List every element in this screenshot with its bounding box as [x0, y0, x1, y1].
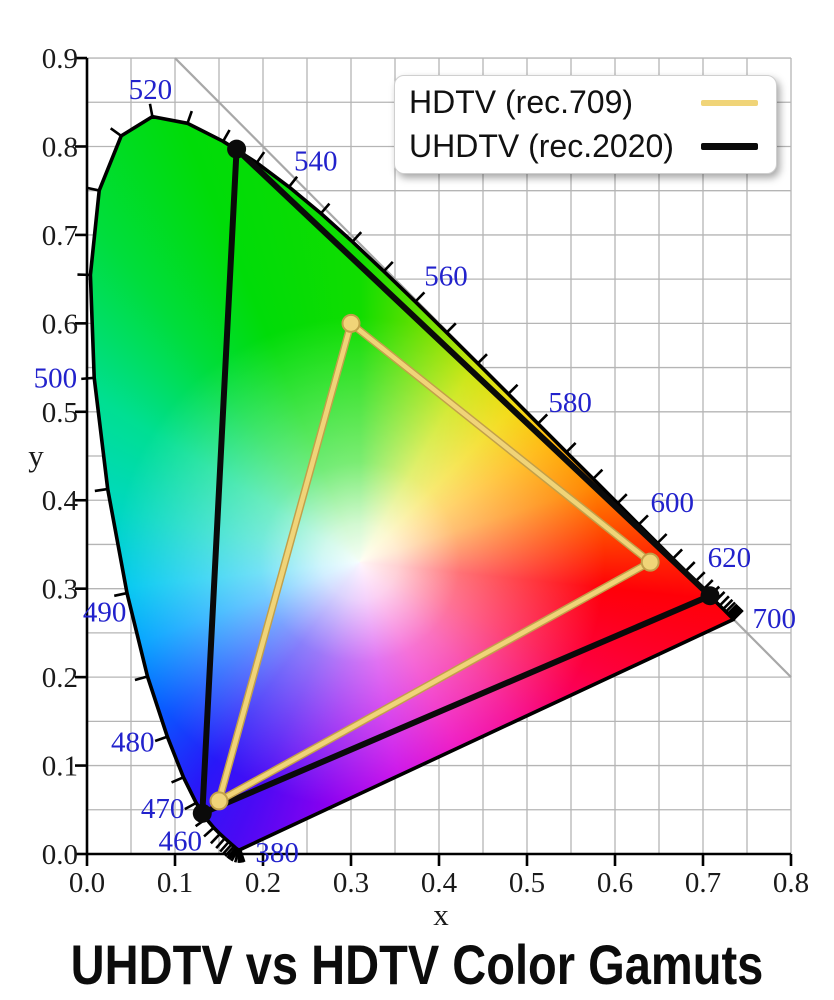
- uhdtv-line-swatch: [701, 142, 758, 150]
- locus-tick-700: [733, 609, 744, 620]
- locus-tick-575: [508, 383, 519, 395]
- y-tick-label-0.3: 0.3: [42, 574, 78, 606]
- locus-tick-625: [703, 579, 714, 590]
- y-tick-label-0.8: 0.8: [42, 131, 78, 163]
- locus-tick-440: [222, 844, 232, 855]
- hdtv-gamut-triangle: [216, 321, 653, 804]
- legend-label-hdtv: HDTV (rec.709): [409, 84, 634, 121]
- locus-tick-610: [672, 548, 684, 559]
- locus-tick-510: [86, 186, 99, 192]
- wavelength-label-470: 470: [141, 793, 185, 825]
- wavelength-label-460: 460: [159, 826, 203, 858]
- locus-tick-415: [234, 850, 240, 863]
- locus-tick-595: [617, 493, 628, 504]
- legend-label-uhdtv: UHDTV (rec.2020): [409, 127, 674, 164]
- y-tick-label-0.6: 0.6: [42, 308, 78, 340]
- locus-tick-460: [203, 827, 214, 838]
- locus-tick-525: [186, 110, 194, 123]
- wavelength-label-500: 500: [34, 362, 78, 394]
- uhdtv-vertex-dot-1: [227, 139, 247, 159]
- y-tick-label-0.9: 0.9: [42, 43, 78, 75]
- x-tick-label-0.4: 0.4: [421, 867, 458, 899]
- locus-tick-645: [723, 598, 734, 610]
- x-tick-label-0.1: 0.1: [157, 867, 193, 899]
- wavelength-label-380: 380: [255, 837, 299, 869]
- locus-tick-445: [219, 841, 230, 853]
- locus-tick-560: [415, 291, 426, 302]
- locus-tick-515: [109, 127, 122, 137]
- legend: HDTV (rec.709) UHDTV (rec.2020): [394, 75, 777, 174]
- uhdtv-vertex-dot-2: [192, 803, 212, 823]
- y-axis-label: y: [28, 438, 44, 473]
- x-axis-label: x: [433, 897, 449, 932]
- locus-tick-520: [148, 103, 154, 116]
- x-tick-label-0.7: 0.7: [685, 867, 721, 899]
- x-tick-label-0.8: 0.8: [773, 867, 809, 899]
- y-tick-label-0.1: 0.1: [42, 751, 78, 783]
- legend-row-uhdtv: UHDTV (rec.2020): [409, 128, 758, 165]
- locus-tick-660: [729, 605, 740, 616]
- y-tick-label-0.4: 0.4: [42, 485, 79, 517]
- y-tick-label-0.0: 0.0: [42, 839, 78, 871]
- locus-tick-655: [727, 603, 739, 614]
- x-tick-label-0.6: 0.6: [597, 867, 633, 899]
- y-tick-label-0.2: 0.2: [42, 662, 78, 694]
- locus-tick-535: [256, 151, 266, 163]
- locus-tick-615: [685, 561, 696, 572]
- hdtv-vertex-dot-0: [640, 552, 660, 572]
- wavelength-label-540: 540: [294, 146, 338, 178]
- axes: [75, 56, 793, 866]
- locus-tick-555: [383, 260, 394, 272]
- locus-tick-550: [352, 231, 363, 242]
- chart-title: UHDTV vs HDTV Color Gamuts: [70, 933, 764, 996]
- hdtv-vertex-dot-2: [209, 791, 229, 811]
- locus-tick-570: [477, 353, 488, 364]
- legend-row-hdtv: HDTV (rec.709): [409, 84, 758, 121]
- wavelength-label-520: 520: [129, 74, 173, 106]
- locus-tick-605: [657, 533, 668, 544]
- locus-tick-600: [638, 514, 649, 525]
- x-tick-label-0.3: 0.3: [333, 867, 369, 899]
- y-tick-label-0.5: 0.5: [42, 397, 78, 429]
- x-tick-label-0.5: 0.5: [509, 867, 545, 899]
- locus-tick-585: [566, 442, 577, 453]
- wavelength-label-480: 480: [111, 727, 155, 759]
- uhdtv-vertex-dot-0: [700, 586, 720, 606]
- x-tick-label-0.0: 0.0: [69, 867, 105, 899]
- locus-tick-540: [288, 175, 299, 187]
- wavelength-label-620: 620: [708, 542, 752, 574]
- locus-tick-420: [230, 849, 239, 862]
- locus-tick-470: [184, 802, 196, 811]
- locus-tick-640: [719, 595, 730, 606]
- locus-tick-530: [222, 129, 231, 142]
- locus-tick-490: [113, 592, 127, 598]
- locus-tick-620: [695, 571, 706, 582]
- x-tick-label-0.2: 0.2: [245, 867, 281, 899]
- wavelength-label-580: 580: [548, 387, 592, 419]
- locus-tick-590: [592, 468, 604, 480]
- wavelength-label-490: 490: [83, 597, 127, 629]
- locus-tick-480: [154, 735, 167, 743]
- hdtv-line-swatch: [701, 99, 758, 106]
- y-tick-label-0.7: 0.7: [42, 220, 78, 252]
- wavelength-label-600: 600: [650, 487, 694, 519]
- wavelength-label-700: 700: [753, 603, 797, 635]
- wavelength-ticks: [77, 103, 744, 863]
- spectral-locus-outline: [88, 114, 736, 852]
- locus-tick-580: [537, 413, 549, 424]
- locus-tick-650: [725, 601, 737, 612]
- locus-tick-565: [446, 322, 457, 333]
- locus-tick-475: [171, 776, 184, 784]
- hdtv-vertex-dot-1: [341, 313, 361, 333]
- locus-tick-495: [94, 487, 107, 493]
- locus-tick-485: [134, 675, 147, 682]
- locus-tick-455: [209, 833, 221, 845]
- locus-tick-450: [215, 838, 226, 849]
- uhdtv-gamut-triangle: [199, 146, 713, 817]
- locus-tick-545: [320, 202, 331, 214]
- wavelength-label-560: 560: [424, 261, 468, 293]
